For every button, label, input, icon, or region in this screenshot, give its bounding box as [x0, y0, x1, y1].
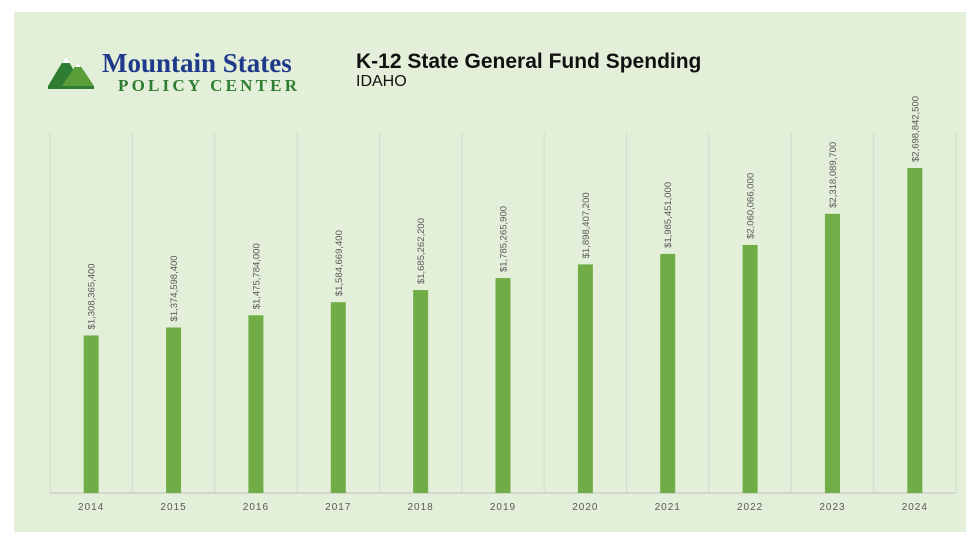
data-label: $1,584,669,400 — [334, 230, 345, 296]
mountain-logo-icon — [42, 38, 94, 106]
x-tick-label: 2023 — [819, 502, 845, 513]
logo-text-line2: POLICY CENTER — [118, 76, 301, 95]
bar — [660, 253, 676, 493]
x-tick-label: 2017 — [325, 502, 351, 513]
x-tick-label: 2018 — [408, 502, 434, 513]
chart-subtitle: IDAHO — [356, 73, 407, 90]
bar — [824, 213, 840, 493]
bar — [248, 315, 264, 493]
data-label: $2,318,089,700 — [828, 142, 839, 208]
chart-title: K-12 State General Fund Spending — [356, 50, 702, 73]
bar — [577, 264, 593, 493]
data-label: $1,898,407,200 — [581, 192, 592, 258]
data-label: $2,698,842,500 — [910, 96, 921, 162]
data-label: $1,985,451,000 — [663, 182, 674, 248]
data-label: $2,060,066,000 — [746, 173, 757, 239]
x-tick-label: 2015 — [160, 502, 186, 513]
x-tick-label: 2021 — [655, 502, 681, 513]
bar — [83, 335, 99, 493]
x-tick-label: 2020 — [572, 502, 598, 513]
bar — [330, 302, 346, 493]
bar — [166, 327, 182, 493]
data-label: $1,785,265,900 — [499, 206, 510, 272]
mountain-states-logo: Mountain States POLICY CENTER — [42, 34, 324, 110]
bar — [742, 244, 758, 493]
logo-text-line1: Mountain States — [102, 48, 292, 78]
x-tick-label: 2024 — [902, 502, 928, 513]
x-tick-label: 2022 — [737, 502, 763, 513]
data-label: $1,308,365,400 — [87, 263, 98, 329]
x-tick-label: 2014 — [78, 502, 104, 513]
x-tick-label: 2019 — [490, 502, 516, 513]
bar — [495, 278, 511, 493]
data-label: $1,475,784,000 — [251, 243, 262, 309]
data-label: $1,685,262,200 — [416, 218, 427, 284]
data-label: $1,374,598,400 — [169, 255, 180, 321]
bar — [413, 290, 429, 493]
bar — [907, 168, 923, 493]
x-tick-label: 2016 — [243, 502, 269, 513]
